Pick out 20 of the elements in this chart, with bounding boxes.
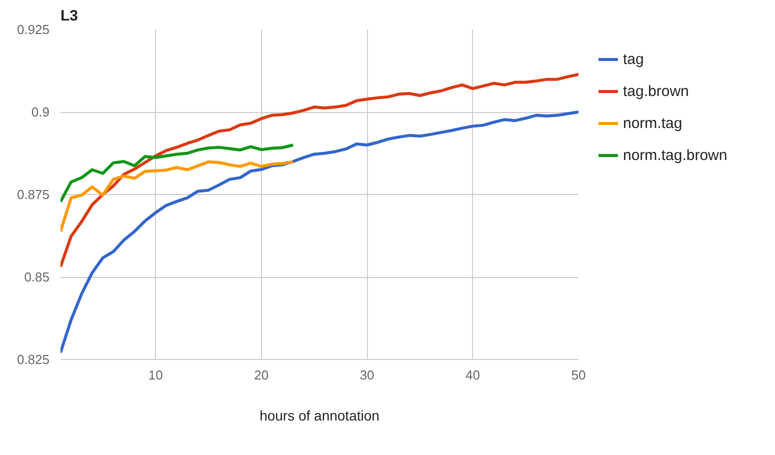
y-tick-label: 0.9 <box>31 104 50 120</box>
y-tick-label: 0.825 <box>16 352 50 367</box>
y-tick-label: 0.925 <box>16 22 50 37</box>
y-tick-label: 0.875 <box>16 187 50 202</box>
x-tick-label: 20 <box>254 368 269 382</box>
legend-label: norm.tag <box>623 114 682 132</box>
line-series <box>60 72 578 268</box>
chart-title: L3 <box>60 8 78 24</box>
y-tick-label: 0.85 <box>24 270 50 284</box>
legend-label: tag <box>623 50 644 68</box>
x-tick-label: 10 <box>148 368 163 382</box>
x-axis-title: hours of annotation <box>260 408 380 424</box>
legend-label: norm.tag.brown <box>623 146 728 164</box>
x-tick-label: 30 <box>360 368 374 382</box>
line-series <box>60 160 295 233</box>
line-series <box>60 144 295 204</box>
x-tick-label: 40 <box>466 368 480 382</box>
legend-label: tag.brown <box>623 82 689 100</box>
x-tick-label: 50 <box>571 368 586 382</box>
line-series <box>60 110 578 354</box>
